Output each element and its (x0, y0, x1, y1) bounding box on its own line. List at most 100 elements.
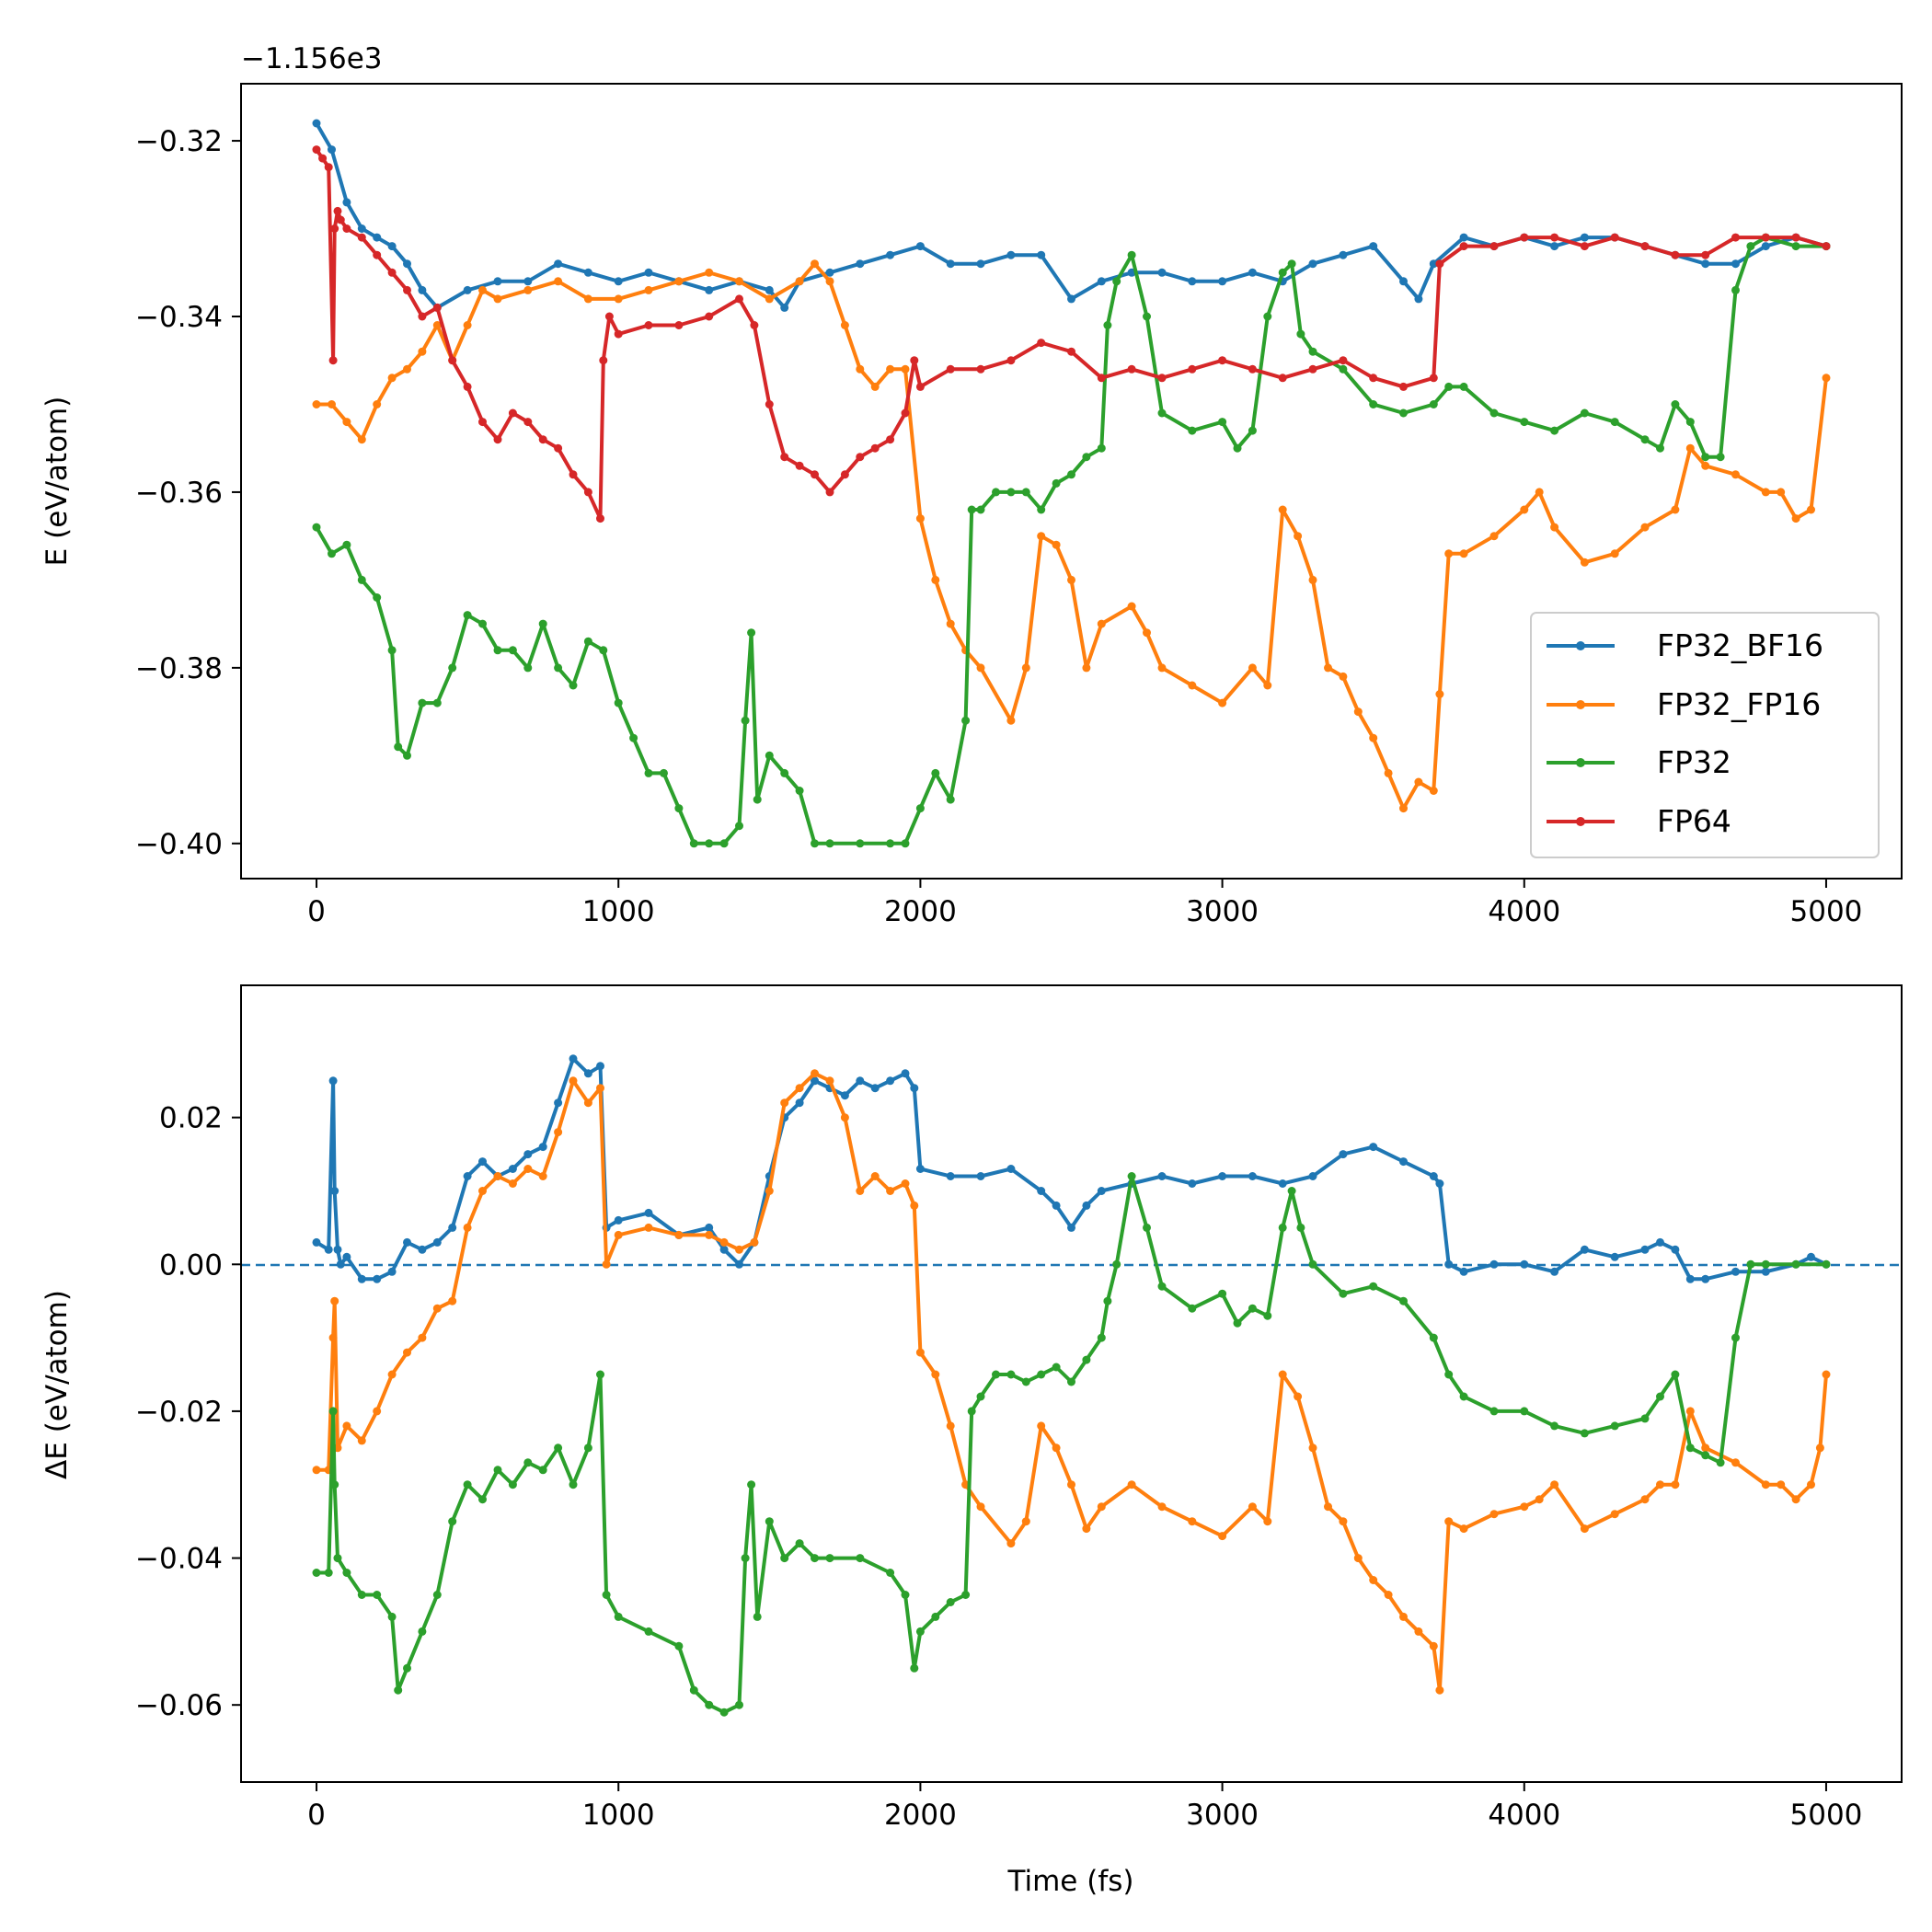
energy-point-fp32 (599, 646, 608, 655)
delta-point-fp32 (493, 1466, 502, 1475)
delta-y-tick-label: 0.00 (159, 1248, 223, 1282)
energy-point-fp32-fp16 (1097, 619, 1106, 628)
energy-point-fp64 (328, 356, 338, 365)
delta-point-fp32-fp16 (1701, 1443, 1710, 1453)
energy-point-fp32-bf16 (312, 119, 321, 128)
delta-point-fp32-bf16 (915, 1165, 925, 1173)
energy-point-fp32-fp16 (644, 285, 653, 294)
energy-point-fp32 (394, 742, 403, 752)
energy-point-fp32 (1369, 400, 1378, 408)
energy-point-fp32-bf16 (1157, 268, 1167, 277)
energy-point-fp64 (1489, 242, 1499, 251)
delta-point-fp32 (1610, 1421, 1619, 1431)
delta-point-fp32 (886, 1569, 895, 1577)
delta-point-fp32 (1429, 1333, 1438, 1342)
delta-point-fp32-fp16 (795, 1084, 804, 1093)
energy-point-fp32 (1097, 443, 1106, 453)
energy-point-fp64 (342, 224, 351, 233)
energy-x-tick-label: 2000 (884, 895, 957, 928)
energy-point-fp32 (554, 663, 563, 673)
energy-point-fp32-fp16 (856, 364, 865, 374)
energy-point-fp64 (387, 268, 397, 277)
energy-y-tick-label: −0.38 (135, 652, 223, 685)
delta-point-fp32 (1218, 1289, 1227, 1298)
delta-point-fp32-fp16 (1157, 1502, 1167, 1512)
delta-point-fp32 (357, 1591, 366, 1599)
delta-point-fp32-bf16 (1435, 1179, 1444, 1188)
energy-point-fp32-fp16 (1384, 768, 1393, 777)
delta-point-fp32-bf16 (705, 1223, 714, 1232)
energy-point-fp32-fp16 (931, 575, 940, 584)
delta-point-fp32 (1037, 1370, 1046, 1379)
energy-point-fp32-fp16 (1324, 663, 1332, 673)
energy-point-fp32-fp16 (1777, 488, 1786, 497)
delta-point-fp32 (915, 1627, 925, 1636)
delta-point-fp32-fp16 (1550, 1480, 1559, 1489)
delta-point-fp32 (1369, 1282, 1378, 1291)
delta-point-fp32 (1489, 1407, 1499, 1416)
delta-point-fp32-fp16 (523, 1165, 533, 1173)
energy-point-fp32 (780, 768, 789, 777)
energy-point-fp64 (418, 312, 427, 321)
delta-point-fp32-fp16 (614, 1230, 623, 1239)
delta-point-fp32-bf16 (719, 1245, 729, 1254)
delta-point-fp32 (765, 1517, 774, 1526)
energy-point-fp64 (1671, 250, 1680, 259)
energy-point-fp32-bf16 (1218, 277, 1227, 286)
delta-point-fp32-bf16 (569, 1054, 578, 1064)
energy-point-fp64 (1006, 356, 1016, 365)
energy-point-fp32-bf16 (1459, 233, 1468, 242)
delta-point-fp32-bf16 (1761, 1267, 1770, 1276)
legend-marker-fp32-fp16 (1576, 700, 1585, 709)
energy-point-fp64 (493, 435, 502, 444)
delta-y-axis-label: ΔE (eV/atom) (40, 1290, 74, 1479)
delta-point-fp32-bf16 (811, 1076, 819, 1086)
energy-point-fp64 (780, 453, 789, 462)
energy-point-fp32 (946, 795, 955, 804)
energy-point-fp64 (1308, 364, 1317, 374)
delta-point-fp32 (1716, 1458, 1725, 1467)
delta-point-fp32 (596, 1370, 604, 1379)
energy-point-fp32-fp16 (870, 382, 880, 391)
delta-point-fp32 (811, 1554, 819, 1563)
energy-point-fp32-bf16 (1339, 250, 1348, 259)
energy-point-fp32 (569, 681, 578, 690)
energy-point-fp32-bf16 (825, 268, 834, 277)
delta-point-fp32 (1640, 1414, 1650, 1423)
energy-point-fp32-fp16 (901, 364, 910, 374)
energy-point-fp32 (432, 698, 442, 707)
delta-point-fp32-bf16 (735, 1259, 743, 1269)
energy-point-fp32 (1520, 418, 1529, 427)
energy-point-fp32-bf16 (1006, 250, 1016, 259)
delta-point-fp32 (901, 1591, 910, 1599)
delta-point-fp32-bf16 (1685, 1274, 1695, 1283)
legend-label-fp32-bf16: FP32_BF16 (1657, 627, 1823, 663)
energy-point-fp64 (915, 382, 925, 391)
delta-point-fp32-fp16 (840, 1113, 849, 1122)
delta-point-fp32-bf16 (1610, 1252, 1619, 1261)
delta-point-fp32-fp16 (432, 1304, 442, 1313)
energy-point-fp32 (538, 619, 547, 628)
energy-point-fp64 (599, 356, 608, 365)
energy-point-fp32-bf16 (583, 268, 592, 277)
delta-point-fp32-bf16 (328, 1076, 338, 1086)
energy-point-fp32-bf16 (1188, 277, 1197, 286)
delta-point-fp32-bf16 (1640, 1245, 1650, 1254)
energy-point-fp64 (1610, 233, 1619, 242)
delta-point-fp32-fp16 (1369, 1576, 1378, 1584)
delta-point-fp32 (931, 1612, 940, 1621)
energy-point-fp32-bf16 (915, 242, 925, 251)
delta-point-fp32-bf16 (1429, 1172, 1438, 1180)
energy-point-fp32-fp16 (1369, 733, 1378, 742)
energy-point-fp64 (1218, 356, 1227, 365)
delta-point-fp32-fp16 (811, 1069, 819, 1078)
energy-point-fp64 (1761, 233, 1770, 242)
energy-point-fp64 (1459, 242, 1468, 251)
energy-point-fp64 (554, 443, 563, 453)
delta-point-fp32-fp16 (674, 1230, 684, 1239)
energy-point-fp32-fp16 (1435, 690, 1444, 698)
delta-point-fp32 (1671, 1370, 1680, 1379)
energy-point-fp64 (946, 364, 955, 374)
energy-point-fp32-fp16 (1353, 707, 1363, 717)
delta-point-fp32-bf16 (432, 1237, 442, 1247)
